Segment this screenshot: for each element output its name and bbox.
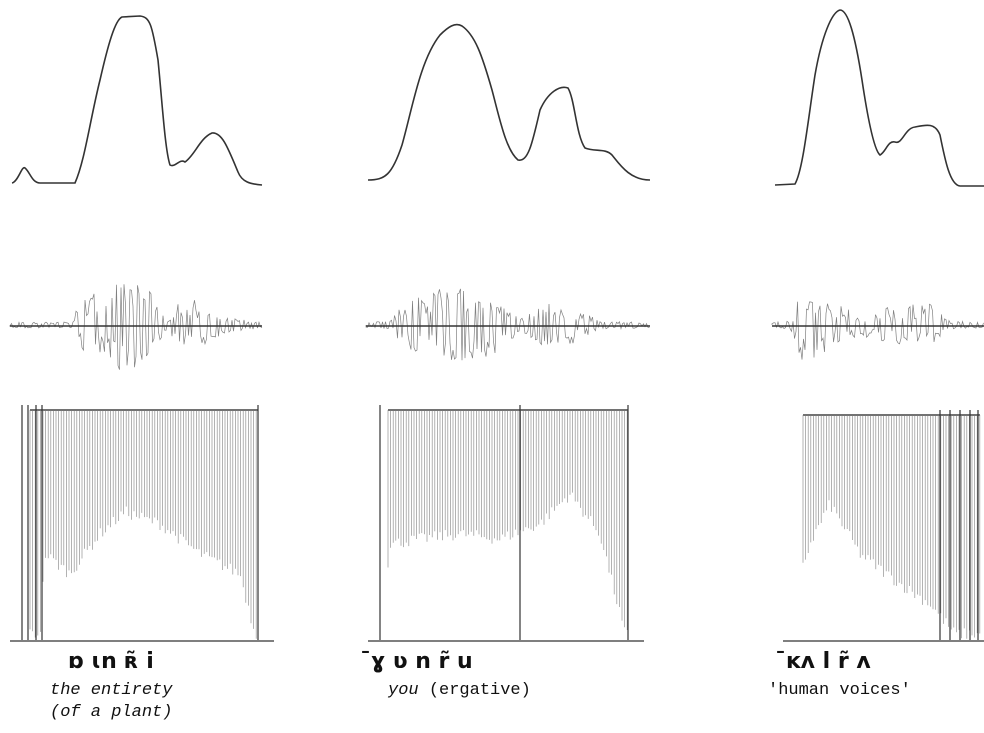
figure: ɒ ɩn ʀ̃ i the entirety (of a plant) ¯ɣ ʋ… xyxy=(0,0,984,733)
waveforms xyxy=(10,284,984,369)
gloss: 'human voices' xyxy=(768,681,911,700)
gloss: the entirety xyxy=(50,681,173,700)
transcription: ¯ɣ ʋ n r̃ u xyxy=(360,649,473,674)
waveform xyxy=(366,289,650,360)
gloss-italic: you xyxy=(387,681,419,700)
spectrograms xyxy=(10,405,984,641)
waveform xyxy=(10,284,262,369)
gloss: (of a plant) xyxy=(50,703,172,722)
waveform xyxy=(772,302,984,360)
transcription: ¯ĸʌ l r̃ ʌ xyxy=(775,649,871,674)
transcription: ɒ ɩn ʀ̃ i xyxy=(68,649,154,674)
intensity-curve xyxy=(368,25,650,180)
gloss: you (ergative) xyxy=(387,681,531,700)
intensity-curve xyxy=(12,16,262,185)
intensity-curve xyxy=(775,10,984,186)
gloss-plain: (ergative) xyxy=(429,681,531,700)
